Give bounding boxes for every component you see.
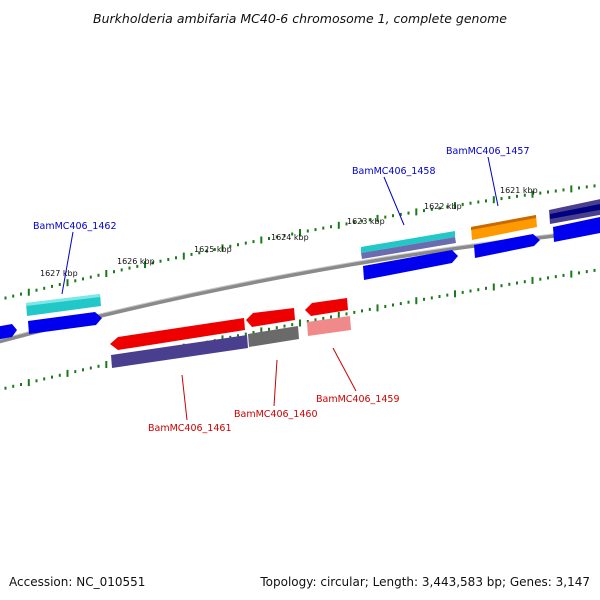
gene-1459-feature[interactable] bbox=[307, 316, 351, 336]
gene-1458-feature[interactable] bbox=[361, 231, 455, 253]
gene-label-1458[interactable]: BamMC406_1458 bbox=[352, 166, 435, 177]
gene-label-1457[interactable]: BamMC406_1457 bbox=[446, 146, 529, 157]
gene-right-navy-band bbox=[550, 204, 600, 219]
gene-label-1459[interactable]: BamMC406_1459 bbox=[316, 394, 399, 405]
gene-right-cds-arrow[interactable] bbox=[553, 216, 600, 242]
scale-label-1623: 1623 kbp bbox=[347, 217, 385, 226]
gene-1458-feature-purple bbox=[361, 237, 456, 259]
gene-label-1461[interactable]: BamMC406_1461 bbox=[148, 423, 231, 434]
map-title: Burkholderia ambifaria MC40-6 chromosome… bbox=[93, 11, 507, 26]
scale-label-1627: 1627 kbp bbox=[40, 269, 78, 278]
scale-label-1624: 1624 kbp bbox=[271, 233, 309, 242]
leader-1458 bbox=[383, 176, 405, 226]
label-leader-lines bbox=[61, 156, 499, 421]
inner-tick-track bbox=[4, 268, 596, 390]
scale-label-1626: 1626 kbp bbox=[117, 257, 155, 266]
gene-1457-cds-arrow[interactable] bbox=[474, 234, 540, 258]
scale-label-1625: 1625 kbp bbox=[194, 245, 232, 254]
gene-1457-feature-edge bbox=[471, 215, 536, 230]
genome-summary-text: Topology: circular; Length: 3,443,583 bp… bbox=[259, 575, 590, 589]
gene-label-1460[interactable]: BamMC406_1460 bbox=[234, 409, 317, 420]
gene-1460-feature[interactable] bbox=[248, 326, 299, 347]
gene-arrow-left-partial[interactable] bbox=[0, 324, 17, 340]
outer-tick-track bbox=[4, 184, 596, 300]
leader-1462 bbox=[61, 231, 74, 295]
forward-features bbox=[0, 199, 600, 340]
scale-label-1621: 1621 kbp bbox=[500, 186, 538, 195]
leader-1457 bbox=[487, 156, 499, 207]
leader-1461 bbox=[181, 374, 188, 421]
gene-1462-cds-arrow[interactable] bbox=[28, 312, 102, 334]
gene-1461-feature[interactable] bbox=[111, 335, 248, 368]
accession-text: Accession: NC_010551 bbox=[9, 575, 145, 589]
gene-1461-cds-arrow[interactable] bbox=[110, 318, 245, 350]
gene-1460-cds-arrow[interactable] bbox=[246, 308, 295, 327]
gene-1459-cds-arrow[interactable] bbox=[305, 298, 348, 316]
gene-1462-feature-edge bbox=[26, 294, 100, 306]
gene-label-1462[interactable]: BamMC406_1462 bbox=[33, 221, 116, 232]
gene-1458-cds-arrow[interactable] bbox=[363, 250, 458, 280]
scale-label-1622: 1622 kbp bbox=[424, 202, 462, 211]
gene-1462-feature[interactable] bbox=[26, 294, 101, 316]
reverse-features bbox=[110, 298, 351, 368]
gene-1457-feature[interactable] bbox=[471, 215, 537, 240]
leader-1460 bbox=[273, 359, 278, 407]
leader-1459 bbox=[332, 347, 357, 392]
